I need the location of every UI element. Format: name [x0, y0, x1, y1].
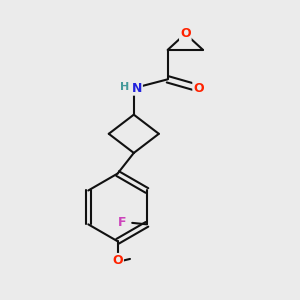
Text: N: N	[132, 82, 142, 95]
Text: O: O	[193, 82, 204, 95]
Text: O: O	[112, 254, 123, 267]
Text: F: F	[118, 216, 127, 230]
Text: O: O	[180, 27, 190, 40]
Text: H: H	[120, 82, 130, 92]
